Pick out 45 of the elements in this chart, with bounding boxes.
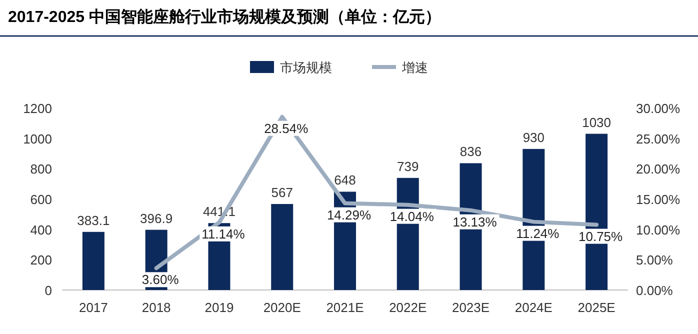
y2-tick-label: 30.00% — [636, 101, 681, 116]
data-label: 383.1 — [77, 212, 110, 228]
y-tick-label: 600 — [30, 192, 52, 207]
data-label: 836 — [460, 144, 482, 160]
y-tick-label: 0 — [44, 283, 52, 298]
x-tick-label: 2021E — [326, 300, 364, 315]
data-label: 13.13% — [452, 214, 498, 230]
data-label: 396.9 — [140, 210, 173, 226]
y-tick-label: 1200 — [23, 101, 52, 116]
data-label: 11.24% — [516, 226, 560, 241]
legend-label: 市场规模 — [280, 60, 332, 75]
bar — [271, 204, 294, 290]
y-tick-label: 1000 — [23, 131, 52, 146]
data-label: 14.04% — [390, 208, 434, 224]
chart-title: 2017-2025 中国智能座舱行业市场规模及预测（单位：亿元） — [8, 7, 441, 26]
y2-tick-label: 0.00% — [636, 283, 674, 298]
x-tick-label: 2018 — [142, 300, 171, 315]
data-label: 567 — [271, 185, 293, 200]
x-tick-label: 2024E — [514, 300, 553, 315]
y-tick-label: 400 — [30, 222, 52, 238]
y2-tick-label: 10.00% — [636, 222, 681, 238]
data-label: 28.54% — [264, 120, 309, 136]
data-label: 10.75% — [578, 228, 624, 244]
data-label: 11.14% — [202, 226, 246, 242]
data-label: 1030 — [582, 114, 612, 130]
data-label: 648 — [334, 172, 356, 188]
x-tick-label: 2020E — [263, 300, 302, 315]
y2-tick-label: 5.00% — [636, 252, 674, 268]
x-tick-label: 2023E — [452, 300, 490, 315]
x-tick-label: 2019 — [204, 300, 234, 315]
data-label: 739 — [397, 158, 419, 174]
data-label: 441.1 — [202, 204, 236, 220]
y-tick-label: 200 — [30, 252, 52, 268]
y2-tick-label: 15.00% — [636, 192, 681, 207]
data-label: 3.60% — [142, 272, 180, 288]
data-label: 930 — [522, 130, 545, 145]
y2-tick-label: 25.00% — [636, 131, 681, 146]
y-tick-label: 800 — [30, 162, 52, 177]
x-tick-label: 2025E — [578, 300, 616, 315]
bar — [82, 232, 104, 290]
legend-label: 增速 — [401, 60, 428, 75]
data-label: 14.29% — [326, 207, 372, 222]
x-tick-label: 2022E — [389, 300, 428, 315]
x-tick-label: 2017 — [78, 300, 108, 315]
y2-tick-label: 20.00% — [636, 162, 681, 177]
